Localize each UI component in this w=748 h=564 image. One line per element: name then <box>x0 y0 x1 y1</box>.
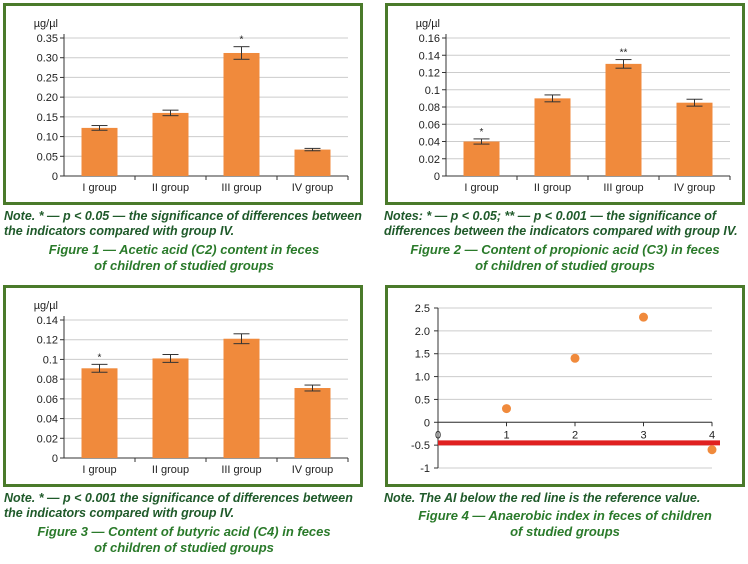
x-tick-label: 1 <box>503 429 509 441</box>
bar <box>81 127 118 176</box>
caption-1-line2: of children of studied groups <box>94 258 274 273</box>
y-tick-label: 2.5 <box>415 303 430 315</box>
y-tick-label: 0.20 <box>37 92 58 104</box>
bar <box>294 388 331 458</box>
y-tick-label: 0.06 <box>419 119 440 131</box>
bar <box>463 141 500 176</box>
y-tick-label: 0.35 <box>37 33 58 45</box>
y-tick-label: 0.16 <box>419 33 440 45</box>
bar <box>81 368 118 458</box>
x-tick-label: 4 <box>709 429 715 441</box>
y-tick-label: 0.14 <box>419 50 440 62</box>
y-tick-label: 0 <box>52 453 58 465</box>
bar <box>152 358 189 458</box>
note-2: Notes: * — p < 0.05; ** — p < 0.001 — th… <box>384 209 738 238</box>
y-axis-label: µg/µl <box>416 18 440 30</box>
chart-frame-3: 0 0.02 0.04 0.06 0.08 0.1 0.12 0.14 µg/µl * I grou… <box>3 285 363 487</box>
x-tick-label: III group <box>221 464 261 476</box>
y-tick-label: 0.08 <box>37 374 58 386</box>
bar <box>676 102 713 176</box>
significance-marker: * <box>480 127 484 138</box>
y-tick-label: 0 <box>52 171 58 183</box>
note-4: Note. The AI below the red line is the r… <box>384 491 701 505</box>
chart-frame-1: 0 0.05 0.10 0.15 0.20 0.25 0.30 0.35 µg/µl I grou… <box>3 3 363 205</box>
x-tick-label: I group <box>82 182 116 194</box>
caption-1: Figure 1 — Acetic acid (C2) content in f… <box>0 242 368 274</box>
y-tick-label: 0 <box>434 171 440 183</box>
y-tick-label: 0.25 <box>37 72 58 84</box>
bar <box>223 52 260 176</box>
chart-2: 0 0.02 0.04 0.06 0.08 0.1 0.12 0.14 0.16 µg/µl * I … <box>416 18 731 194</box>
x-tick-label: III group <box>221 182 261 194</box>
y-tick-label: 0.30 <box>37 53 58 65</box>
data-point <box>502 404 511 414</box>
caption-3: Figure 3 — Content of butyric acid (C4) … <box>0 524 368 556</box>
bar <box>534 98 571 176</box>
y-tick-label: 1.0 <box>415 372 430 384</box>
chart-frame-2: 0 0.02 0.04 0.06 0.08 0.1 0.12 0.14 0.16 µg/µl * I … <box>385 3 745 205</box>
y-tick-label: 0.02 <box>37 433 58 445</box>
data-point <box>570 353 580 363</box>
caption-2-line1: Figure 2 — Content of propionic acid (C3… <box>410 242 720 257</box>
note-1: Note. * — p < 0.05 — the significance of… <box>4 209 362 238</box>
x-tick-label: II group <box>152 182 189 194</box>
y-tick-label: 0.12 <box>419 68 440 80</box>
x-tick-label: IV group <box>674 182 716 194</box>
chart-4: 2.5 2.0 1.5 1.0 0.5 0 -0.5 -1 0 1 2 3 4 <box>411 303 720 475</box>
x-tick-label: IV group <box>292 464 334 476</box>
y-tick-label: 0.14 <box>37 315 58 327</box>
significance-marker: ** <box>620 48 628 59</box>
y-tick-label: 1.5 <box>415 349 430 361</box>
y-tick-label: 2.0 <box>415 326 430 338</box>
y-tick-label: 0.04 <box>37 414 58 426</box>
y-tick-label: 0.1 <box>43 354 58 366</box>
note-3: Note. * — p < 0.001 the significance of … <box>4 491 353 520</box>
significance-marker: * <box>98 352 102 363</box>
chart-frame-4: 2.5 2.0 1.5 1.0 0.5 0 -0.5 -1 0 1 2 3 4 <box>385 285 745 487</box>
caption-4-line2: of studied groups <box>510 524 620 539</box>
data-point <box>639 312 648 322</box>
y-axis-label: µg/µl <box>34 300 58 312</box>
x-tick-label: I group <box>82 464 116 476</box>
bar <box>294 149 331 176</box>
x-tick-label: 0 <box>435 429 441 441</box>
y-tick-label: 0.05 <box>37 151 58 163</box>
bar <box>152 112 189 176</box>
x-tick-label: II group <box>534 182 571 194</box>
y-tick-label: 0.06 <box>37 394 58 406</box>
x-tick-label: IV group <box>292 182 334 194</box>
x-tick-label: I group <box>464 182 498 194</box>
x-tick-label: III group <box>603 182 643 194</box>
caption-3-line2: of children of studied groups <box>94 540 274 555</box>
y-tick-label: 0.02 <box>419 154 440 166</box>
x-tick-label: II group <box>152 464 189 476</box>
y-tick-label: -1 <box>420 463 430 475</box>
significance-marker: * <box>240 35 244 46</box>
caption-3-line1: Figure 3 — Content of butyric acid (C4) … <box>37 524 331 539</box>
y-tick-label: 0.04 <box>419 137 440 149</box>
y-tick-label: 0.08 <box>419 102 440 114</box>
bar <box>223 338 260 458</box>
caption-1-line1: Figure 1 — Acetic acid (C2) content in f… <box>48 242 320 257</box>
y-tick-label: 0.15 <box>37 112 58 124</box>
caption-4: Figure 4 — Anaerobic index in feces of c… <box>382 508 748 540</box>
caption-4-line1: Figure 4 — Anaerobic index in feces of c… <box>418 508 712 523</box>
caption-2: Figure 2 — Content of propionic acid (C3… <box>382 242 748 274</box>
bar <box>605 63 642 176</box>
chart-3: 0 0.02 0.04 0.06 0.08 0.1 0.12 0.14 µg/µl * I grou… <box>34 300 349 476</box>
y-tick-label: 0.10 <box>37 132 58 144</box>
y-tick-label: -0.5 <box>411 440 430 452</box>
caption-2-line2: of children of studied groups <box>475 258 655 273</box>
data-point <box>707 445 717 455</box>
y-tick-label: 0.12 <box>37 335 58 347</box>
chart-1: 0 0.05 0.10 0.15 0.20 0.25 0.30 0.35 µg/µl I grou… <box>34 18 349 194</box>
x-tick-label: 3 <box>640 429 646 441</box>
y-tick-label: 0.1 <box>425 85 440 97</box>
y-axis-label: µg/µl <box>34 18 58 30</box>
x-tick-label: 2 <box>572 429 578 441</box>
y-tick-label: 0 <box>424 417 430 429</box>
y-tick-label: 0.5 <box>415 394 430 406</box>
